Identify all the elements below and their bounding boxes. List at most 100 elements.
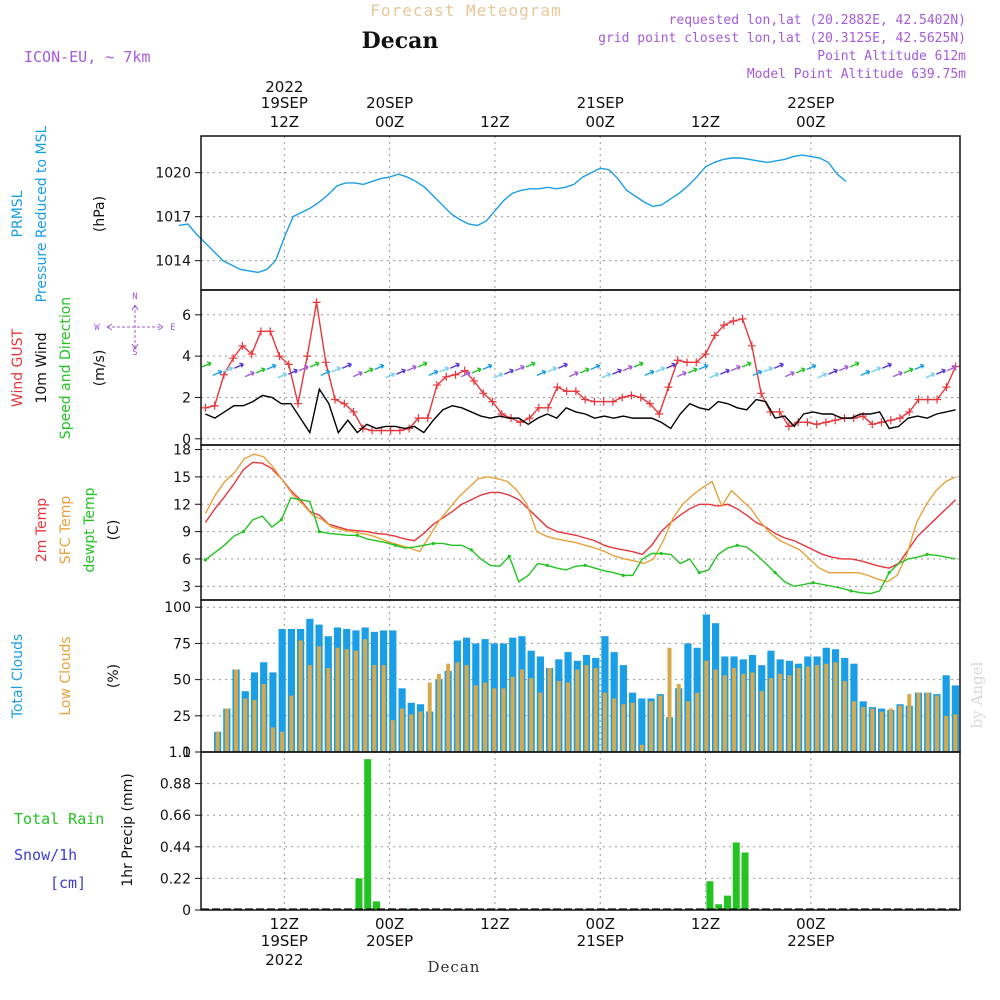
low-cloud-bar bbox=[593, 668, 598, 752]
gust-marker bbox=[775, 407, 784, 416]
rain-bar bbox=[706, 881, 714, 910]
low-cloud-bar bbox=[805, 666, 810, 752]
low-cloud-bar bbox=[519, 669, 524, 752]
low-cloud-bar bbox=[667, 647, 672, 752]
y-tick-label: 0 bbox=[182, 432, 191, 448]
temp-unit: (C) bbox=[106, 520, 122, 541]
bottom-time-label: 12Z bbox=[480, 915, 509, 933]
gust-marker bbox=[442, 372, 451, 381]
low-clouds-label: Low Clouds bbox=[58, 636, 74, 715]
rain-bar bbox=[372, 901, 380, 910]
low-cloud-bar bbox=[713, 669, 718, 752]
gridpoint-coords: grid point closest lon,lat (20.3125E, 42… bbox=[598, 31, 966, 46]
wind-direction-arrow bbox=[406, 364, 417, 372]
series-line-10m-wind bbox=[205, 387, 956, 435]
low-cloud-bar bbox=[639, 744, 644, 752]
dew-marker bbox=[773, 571, 777, 575]
dew-marker bbox=[355, 533, 359, 537]
gust-marker bbox=[905, 407, 914, 416]
y-tick-label: 6 bbox=[182, 308, 191, 324]
top-time-label: 12Z bbox=[691, 113, 720, 131]
wind-direction-arrow bbox=[266, 363, 277, 371]
gust-marker bbox=[655, 410, 664, 418]
low-cloud-bar bbox=[612, 698, 617, 752]
wind-direction-arrow bbox=[914, 363, 925, 371]
precip-labels: Total Rain Snow/1h [cm] 1hr Precip (mm) bbox=[14, 773, 136, 892]
y-tick-label: 18 bbox=[173, 443, 191, 459]
wind-direction-arrow bbox=[882, 362, 892, 369]
low-cloud-bar bbox=[851, 701, 856, 752]
low-cloud-bar bbox=[510, 676, 515, 752]
y-tick-label: 0.22 bbox=[160, 871, 191, 887]
low-cloud-bar bbox=[732, 668, 737, 752]
y-tick-label: 9 bbox=[182, 525, 191, 541]
wind-direction-arrow bbox=[946, 364, 957, 372]
wind-direction-arrow bbox=[763, 366, 774, 373]
low-cloud-bar bbox=[353, 650, 358, 752]
low-cloud-bar bbox=[261, 683, 266, 752]
y-tick-label: 0 bbox=[182, 903, 191, 919]
bottom-time-label: 22SEP bbox=[787, 932, 834, 950]
dew-marker bbox=[887, 571, 891, 575]
gust-marker bbox=[664, 383, 673, 392]
low-cloud-bar bbox=[400, 708, 405, 752]
gust-marker bbox=[340, 399, 349, 408]
wind-direction-arrow bbox=[622, 364, 633, 372]
low-cloud-bar bbox=[685, 701, 690, 752]
gust-marker bbox=[747, 341, 756, 350]
panel-temperature: 3 6 9 12 15 18 bbox=[173, 443, 961, 601]
panel-frame bbox=[200, 751, 961, 911]
gust-marker bbox=[692, 358, 701, 367]
top-time-label: 2022 bbox=[265, 78, 303, 96]
y-tick-label: 3 bbox=[182, 579, 191, 595]
wind-direction-arrow bbox=[493, 372, 504, 379]
rain-label: Total Rain bbox=[14, 810, 104, 828]
total-clouds-label: Total Clouds bbox=[10, 634, 26, 719]
low-cloud-bar bbox=[234, 669, 239, 752]
wind-direction-arrow bbox=[417, 361, 428, 368]
low-cloud-bar bbox=[547, 668, 552, 752]
low-cloud-bar bbox=[317, 646, 322, 752]
low-cloud-bar bbox=[953, 714, 958, 752]
wind-direction-arrow bbox=[633, 361, 644, 368]
gust-marker bbox=[812, 420, 821, 429]
low-cloud-bar bbox=[778, 673, 783, 752]
wind-direction-arrow bbox=[774, 362, 784, 369]
low-cloud-bar bbox=[566, 682, 571, 752]
low-cloud-bar bbox=[556, 681, 561, 752]
gust-marker bbox=[914, 395, 923, 404]
low-cloud-bar bbox=[833, 662, 838, 752]
wind-direction-arrow bbox=[795, 367, 806, 374]
wind-direction-arrow bbox=[925, 372, 936, 379]
low-cloud-bar bbox=[695, 692, 700, 752]
bottom-time-label: 00Z bbox=[375, 915, 404, 933]
wind-direction-arrow bbox=[201, 361, 212, 368]
wind-direction-arrow bbox=[860, 369, 871, 377]
total-cloud-bar bbox=[269, 672, 277, 752]
total-cloud-bar bbox=[389, 630, 397, 752]
wind-direction-arrow bbox=[223, 366, 234, 373]
wind-direction-arrow bbox=[644, 369, 655, 377]
gust-marker bbox=[821, 418, 830, 427]
series-line-sfc-temp bbox=[204, 453, 956, 583]
sfc-label: SFC Temp bbox=[58, 496, 74, 565]
y-tick-label: 4 bbox=[182, 349, 191, 365]
bottom-time-label: 00Z bbox=[586, 915, 615, 933]
wind-dir-label: Speed and Direction bbox=[58, 297, 74, 439]
low-cloud-bar bbox=[501, 688, 506, 752]
low-cloud-bar bbox=[464, 665, 469, 752]
y-tick-label: 0 bbox=[182, 745, 191, 761]
dew-marker bbox=[241, 530, 245, 534]
wind-direction-arrow bbox=[817, 372, 828, 379]
gust-marker bbox=[525, 414, 534, 423]
wind-direction-arrow bbox=[568, 370, 579, 378]
wind-direction-arrow bbox=[666, 362, 676, 369]
compass-w: W bbox=[94, 323, 100, 333]
wind-direction-arrow bbox=[525, 361, 536, 368]
gust-marker bbox=[868, 420, 877, 429]
wind-direction-arrow bbox=[277, 372, 288, 379]
gust-marker bbox=[386, 426, 395, 435]
low-cloud-bar bbox=[224, 708, 229, 752]
y-tick-label: 1020 bbox=[155, 166, 191, 182]
